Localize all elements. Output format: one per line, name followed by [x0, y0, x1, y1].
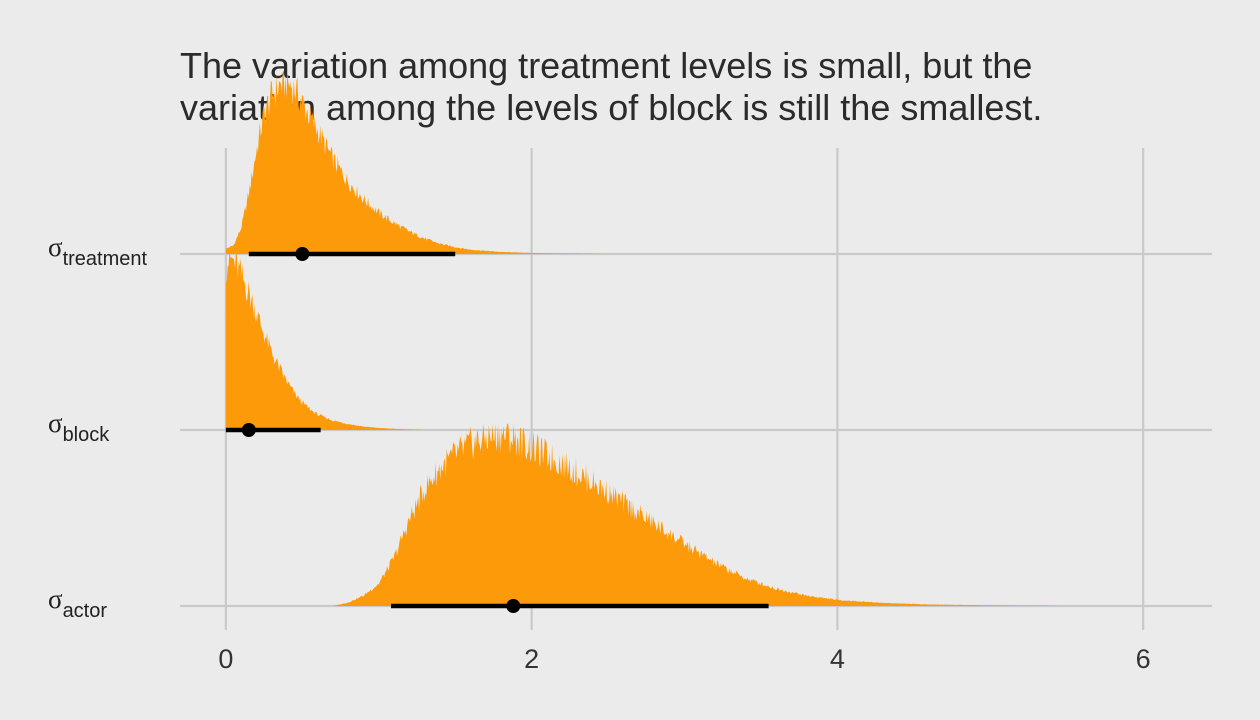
x-tick-label: 4: [830, 644, 845, 674]
point-estimate-actor: [506, 599, 520, 613]
point-estimate-treatment: [295, 247, 309, 261]
chart-title-line-1: The variation among treatment levels is …: [180, 45, 1032, 86]
chart-title-line-2: variation among the levels of block is s…: [180, 87, 1042, 128]
x-tick-label: 6: [1136, 644, 1151, 674]
x-tick-label: 2: [524, 644, 539, 674]
point-estimate-block: [242, 423, 256, 437]
x-tick-label: 0: [218, 644, 233, 674]
